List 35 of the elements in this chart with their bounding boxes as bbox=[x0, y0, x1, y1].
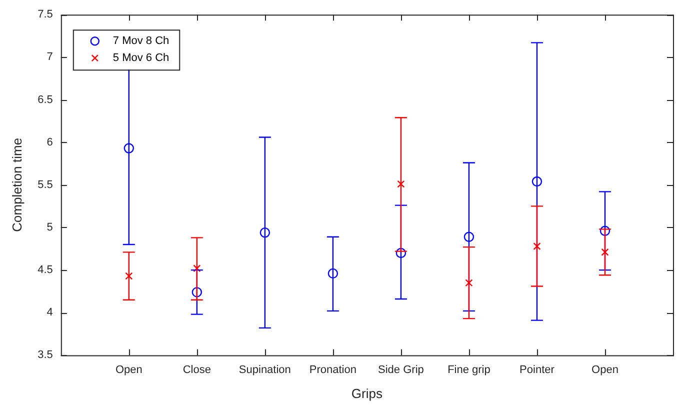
x-tick-label: Pronation bbox=[309, 364, 356, 376]
x-tick-label: Side Grip bbox=[378, 364, 424, 376]
point bbox=[125, 272, 133, 280]
point bbox=[192, 287, 202, 298]
y-tick-label: 4 bbox=[46, 306, 53, 319]
x-tick-label: Supination bbox=[238, 364, 291, 376]
x-tick-label: Open bbox=[115, 364, 142, 376]
point bbox=[532, 176, 542, 187]
y-tick-label: 6.5 bbox=[38, 94, 53, 106]
point bbox=[193, 264, 201, 272]
y-tick-label: 6 bbox=[46, 136, 53, 148]
point bbox=[464, 232, 474, 242]
point bbox=[260, 227, 270, 238]
x-tick-label: Pointer bbox=[520, 364, 555, 376]
point bbox=[396, 248, 406, 258]
y-tick-label: 7.5 bbox=[38, 8, 53, 21]
y-tick-label: 3.5 bbox=[38, 349, 53, 362]
y-axis-title: Completion time bbox=[9, 138, 24, 232]
point bbox=[328, 268, 338, 279]
y-tick-label: 5 bbox=[46, 222, 53, 234]
legend-label: 5 Mov 6 Ch bbox=[112, 52, 170, 64]
point bbox=[465, 279, 473, 287]
y-tick-label: 5.5 bbox=[38, 178, 53, 191]
x-tick-label: Fine grip bbox=[448, 364, 490, 376]
legend-label: 7 Mov 8 Ch bbox=[112, 35, 170, 48]
x-tick-label: Close bbox=[182, 364, 211, 376]
point bbox=[601, 248, 609, 256]
point bbox=[600, 226, 610, 236]
y-tick-label: 4.5 bbox=[38, 264, 53, 276]
y-tick-label: 7 bbox=[46, 51, 53, 64]
x-tick-label: Open bbox=[592, 364, 618, 376]
point bbox=[397, 180, 405, 188]
point bbox=[533, 242, 541, 250]
point bbox=[124, 143, 134, 154]
x-axis-title: Grips bbox=[351, 386, 383, 401]
